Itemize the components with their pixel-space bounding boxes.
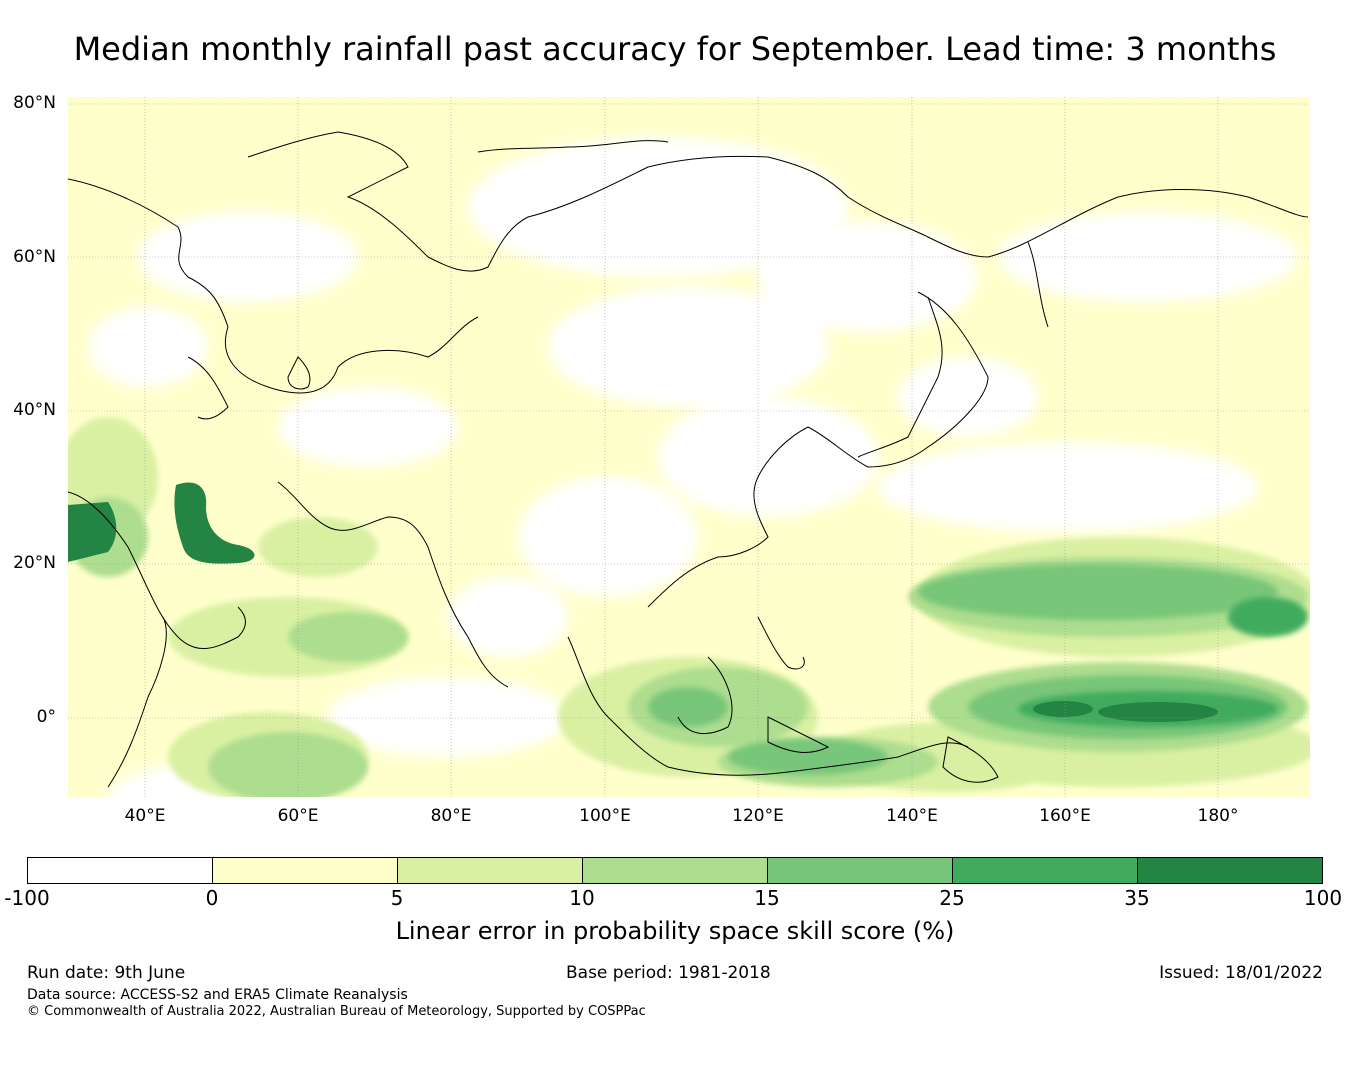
colorbar-segment (1138, 858, 1322, 883)
lon-label-180: 180° (1197, 806, 1239, 826)
lon-label-60e: 60°E (277, 806, 319, 826)
copyright: © Commonwealth of Australia 2022, Austra… (27, 1004, 646, 1019)
issued-date: Issued: 18/01/2022 (1159, 963, 1323, 983)
colorbar-tick: 35 (1124, 886, 1150, 910)
lon-label-160e: 160°E (1039, 806, 1091, 826)
lat-label-80n: 80°N (13, 93, 56, 113)
chart-title: Median monthly rainfall past accuracy fo… (73, 30, 1277, 68)
coastlines (68, 131, 1309, 788)
colorbar-tick: 15 (754, 886, 780, 910)
run-date: Run date: 9th June (27, 963, 186, 983)
lat-label-0: 0° (36, 707, 56, 727)
data-source: Data source: ACCESS-S2 and ERA5 Climate … (27, 987, 408, 1003)
lat-label-40n: 40°N (13, 400, 56, 420)
lon-label-120e: 120°E (732, 806, 784, 826)
base-period: Base period: 1981-2018 (566, 963, 771, 983)
colorbar-tick: 25 (939, 886, 965, 910)
colorbar-tick: 100 (1303, 886, 1343, 910)
colorbar-tick: 0 (205, 886, 219, 910)
colorbar-tick: -100 (4, 886, 50, 910)
colorbar-segment (583, 858, 768, 883)
colorbar-tick: 10 (569, 886, 595, 910)
colorbar-segment (213, 858, 398, 883)
colorbar-segment (28, 858, 213, 883)
lon-label-140e: 140°E (886, 806, 938, 826)
colorbar (27, 857, 1323, 884)
graticule (68, 97, 1310, 797)
colorbar-segment (953, 858, 1138, 883)
lon-label-40e: 40°E (124, 806, 166, 826)
lon-label-100e: 100°E (579, 806, 631, 826)
lat-label-60n: 60°N (13, 247, 56, 267)
colorbar-segment (398, 858, 583, 883)
colorbar-tick: 5 (390, 886, 404, 910)
colorbar-label: Linear error in probability space skill … (395, 917, 955, 945)
lat-label-20n: 20°N (13, 553, 56, 573)
skill-map (68, 97, 1310, 797)
lon-label-80e: 80°E (430, 806, 472, 826)
colorbar-segment (768, 858, 953, 883)
